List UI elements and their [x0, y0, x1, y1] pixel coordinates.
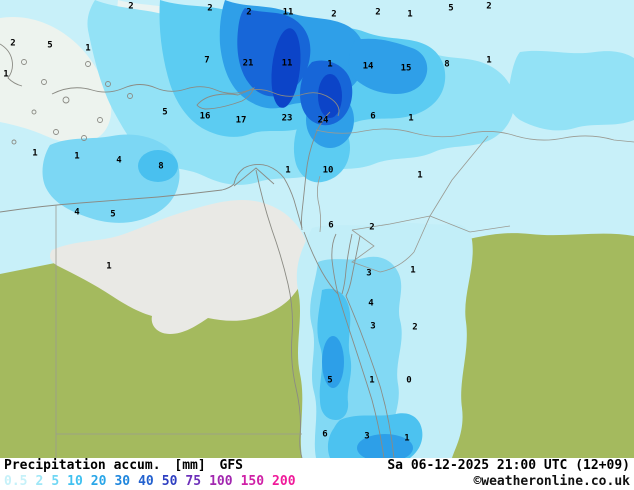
legend-item: 2	[35, 474, 44, 489]
caption-row-2: 0.5 2 5 10 20 30 40 50 75 100 150 200 ©weatheronlin…	[0, 474, 634, 490]
rain-band	[296, 222, 473, 458]
timestamp: Sa 06-12-2025 21:00 UTC (12+09)	[387, 458, 630, 473]
map-title: Precipitation accum. [mm] GFS	[4, 458, 249, 474]
legend-item: 20	[90, 474, 107, 489]
legend-item: 100	[209, 474, 233, 489]
unit-text: [mm]	[174, 458, 206, 473]
legend-item: 5	[51, 474, 60, 489]
legend-item: 150	[240, 474, 265, 489]
precipitation-map: 2 2 2 11 2 2 1 5 2 2 5 1 1 7 21 11 1 14 15 8 1 5 16 17 23 24 6 1 1 1 4…	[0, 0, 634, 458]
legend-item: 30	[114, 474, 131, 489]
title-text: Precipitation accum.	[4, 458, 161, 473]
copyright-link[interactable]: ©weatheronline.co.uk	[473, 474, 630, 489]
legend-item: 200	[272, 474, 296, 489]
model-name: GFS	[219, 458, 243, 473]
precip-field	[0, 0, 634, 274]
caption-bar: Precipitation accum. [mm] GFS Sa 06-12-2…	[0, 458, 634, 490]
legend: 0.5 2 5 10 20 30 40 50 75 100 150 200	[4, 474, 304, 490]
country-borders	[55, 128, 634, 458]
legend-item: 75	[185, 474, 202, 489]
legend-item: 0.5	[4, 474, 28, 489]
coastlines	[0, 43, 395, 458]
legend-item: 40	[138, 474, 154, 489]
desert-area	[50, 200, 309, 334]
legend-item: 10	[67, 474, 83, 489]
map-graphic	[0, 0, 634, 458]
legend-item: 50	[161, 474, 178, 489]
caption-row-1: Precipitation accum. [mm] GFS Sa 06-12-2…	[0, 458, 634, 474]
